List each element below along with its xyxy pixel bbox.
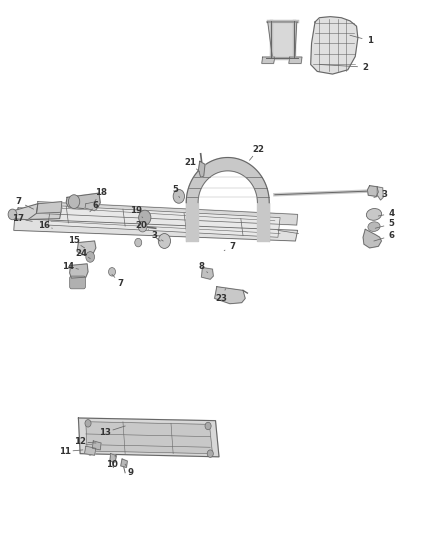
Text: 14: 14 [62, 262, 74, 271]
Circle shape [173, 189, 184, 203]
Text: 11: 11 [59, 447, 71, 456]
Polygon shape [289, 57, 302, 63]
Polygon shape [367, 185, 378, 196]
Text: 21: 21 [185, 158, 197, 167]
Polygon shape [14, 219, 297, 241]
Circle shape [135, 238, 142, 247]
Polygon shape [215, 287, 245, 304]
Polygon shape [110, 454, 117, 462]
FancyBboxPatch shape [70, 276, 85, 289]
Text: 9: 9 [128, 469, 134, 477]
Polygon shape [377, 187, 383, 200]
Text: 7: 7 [229, 242, 235, 251]
Text: 23: 23 [215, 294, 227, 303]
Text: 6: 6 [93, 201, 99, 210]
Polygon shape [311, 17, 358, 74]
Circle shape [86, 252, 95, 262]
Polygon shape [363, 229, 381, 248]
Polygon shape [258, 203, 269, 241]
Text: 19: 19 [130, 206, 142, 215]
Text: 18: 18 [95, 188, 107, 197]
Polygon shape [37, 201, 297, 225]
Circle shape [158, 233, 170, 248]
Polygon shape [92, 441, 101, 450]
Circle shape [85, 419, 91, 427]
Polygon shape [14, 207, 62, 220]
Polygon shape [13, 204, 38, 220]
Text: 8: 8 [198, 262, 205, 271]
Text: 12: 12 [74, 438, 86, 447]
Circle shape [139, 210, 151, 225]
Text: 17: 17 [12, 214, 24, 223]
Circle shape [207, 450, 213, 457]
Text: 7: 7 [15, 197, 21, 206]
Polygon shape [70, 264, 88, 278]
Text: 24: 24 [75, 249, 88, 258]
Polygon shape [78, 418, 219, 457]
Circle shape [8, 209, 17, 220]
Polygon shape [262, 57, 275, 63]
Text: 20: 20 [135, 221, 147, 230]
Polygon shape [85, 446, 96, 455]
Ellipse shape [368, 222, 380, 231]
Polygon shape [66, 193, 100, 209]
Polygon shape [198, 161, 205, 177]
Text: 10: 10 [106, 460, 118, 469]
Text: 22: 22 [252, 145, 264, 154]
Text: 16: 16 [39, 221, 50, 230]
Text: 3: 3 [382, 190, 388, 199]
Text: 6: 6 [389, 231, 395, 240]
Text: 15: 15 [68, 237, 80, 246]
Text: 4: 4 [389, 209, 395, 218]
Text: 13: 13 [99, 428, 112, 437]
Polygon shape [121, 459, 127, 467]
Circle shape [68, 195, 80, 208]
Polygon shape [85, 201, 97, 211]
Circle shape [138, 221, 147, 232]
Text: 5: 5 [173, 185, 178, 194]
Circle shape [205, 422, 211, 430]
Text: 3: 3 [152, 231, 157, 240]
Text: 7: 7 [118, 279, 124, 288]
Polygon shape [201, 268, 213, 279]
Polygon shape [36, 201, 62, 213]
Ellipse shape [366, 208, 381, 220]
Polygon shape [186, 203, 198, 241]
Text: 1: 1 [367, 36, 373, 45]
Circle shape [87, 448, 93, 455]
Polygon shape [77, 241, 96, 255]
Polygon shape [86, 422, 212, 454]
Polygon shape [48, 205, 280, 237]
Text: 5: 5 [389, 220, 394, 229]
Polygon shape [267, 22, 297, 58]
Text: 2: 2 [362, 63, 368, 71]
Polygon shape [186, 158, 269, 203]
Circle shape [109, 268, 116, 276]
